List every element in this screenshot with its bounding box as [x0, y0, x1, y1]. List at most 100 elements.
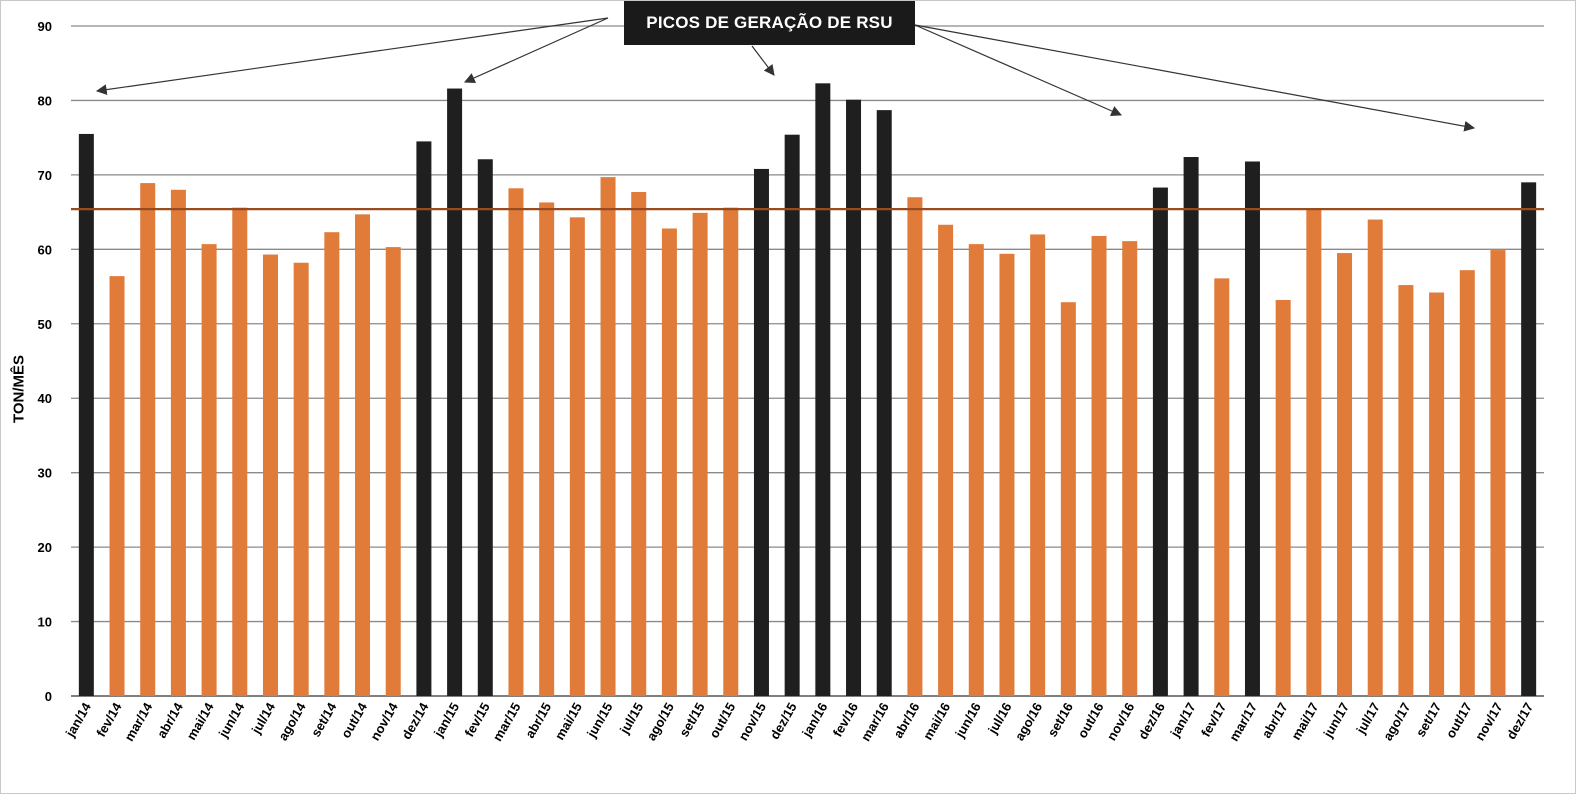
bar: [1214, 278, 1230, 696]
x-tick-label: jun/17: [1320, 700, 1352, 741]
bar: [508, 188, 524, 697]
bar: [1183, 157, 1199, 696]
callout-arrow: [95, 17, 609, 95]
x-tick-label: jun/16: [952, 700, 984, 741]
x-tick-label: out/14: [338, 699, 371, 740]
bar: [1091, 235, 1107, 696]
bar: [416, 141, 432, 696]
x-tick-label: fev/15: [461, 700, 492, 739]
bar: [1275, 299, 1291, 696]
x-tick-label: mai/15: [552, 700, 585, 743]
x-tick-label: dez/16: [1135, 700, 1168, 742]
callout-arrow: [914, 24, 1476, 132]
bar: [938, 224, 954, 696]
y-tick-label: 90: [38, 19, 52, 34]
x-tick-label: mar/15: [490, 700, 524, 744]
bar: [324, 232, 340, 696]
bar: [78, 133, 94, 696]
x-tick-label: out/15: [706, 700, 738, 741]
bar: [1152, 187, 1168, 697]
bar: [999, 253, 1015, 697]
bar: [968, 244, 984, 696]
bar: [1060, 302, 1076, 696]
y-tick-label: 80: [38, 93, 52, 108]
callout-arrow: [751, 45, 775, 76]
bar: [232, 207, 248, 696]
x-tick-label: ago/14: [275, 699, 309, 743]
x-tick-label: jan/14: [62, 699, 94, 740]
x-tick-label: nov/16: [1104, 700, 1138, 743]
bar: [201, 244, 217, 696]
x-tick-label: jan/16: [799, 700, 831, 740]
x-tick-label: fev/14: [93, 699, 125, 739]
bar: [631, 192, 647, 696]
bar: [1306, 208, 1322, 696]
x-tick-label: abr/16: [890, 700, 922, 741]
bar: [293, 262, 309, 696]
bar: [477, 159, 493, 696]
bar: [569, 217, 585, 697]
x-tick-label: jan/17: [1167, 700, 1199, 740]
x-tick-label: set/16: [1045, 700, 1076, 739]
bar: [846, 99, 862, 696]
y-tick-label: 30: [38, 466, 52, 481]
x-tick-label: ago/16: [1012, 700, 1046, 743]
bar: [1459, 270, 1475, 696]
x-tick-label: ago/15: [643, 700, 677, 743]
bar: [1429, 292, 1445, 696]
bar: [907, 197, 923, 696]
bar: [1244, 161, 1260, 696]
callout-arrow: [914, 24, 1122, 117]
x-tick-label: mai/17: [1288, 700, 1321, 743]
y-tick-label: 70: [38, 168, 52, 183]
bar: [1521, 182, 1537, 697]
bar: [539, 202, 555, 696]
bar: [385, 247, 401, 696]
x-tick-label: dez/14: [399, 699, 432, 742]
bar: [661, 228, 677, 696]
x-tick-label: jul/17: [1353, 700, 1383, 737]
x-tick-label: jun/14: [215, 699, 248, 741]
x-tick-label: jul/16: [984, 700, 1014, 737]
y-tick-label: 40: [38, 391, 52, 406]
x-tick-label: mar/16: [858, 700, 892, 744]
y-tick-label: 50: [38, 317, 52, 332]
bar: [876, 110, 892, 697]
bar: [447, 88, 463, 697]
y-tick-label: 60: [38, 242, 52, 257]
bar: [1030, 234, 1046, 696]
bar: [723, 207, 739, 696]
x-tick-label: mar/14: [121, 699, 155, 743]
bar: [1337, 253, 1353, 697]
x-tick-label: set/17: [1413, 700, 1444, 739]
x-tick-label: abr/14: [154, 699, 187, 740]
x-tick-label: set/14: [308, 699, 340, 739]
bar: [1122, 241, 1138, 696]
x-tick-label: fev/16: [830, 700, 861, 739]
x-tick-label: out/17: [1443, 700, 1475, 741]
x-tick-label: mai/14: [183, 699, 217, 742]
bar: [170, 189, 186, 696]
bar: [753, 168, 769, 696]
bar: [1367, 219, 1383, 697]
bar: [784, 134, 800, 696]
x-tick-label: mai/16: [920, 700, 953, 743]
x-tick-label: dez/17: [1503, 700, 1536, 742]
bar: [1490, 250, 1506, 697]
y-axis-label: TON/MÊS: [10, 354, 28, 424]
bar: [355, 214, 371, 696]
x-tick-label: fev/17: [1198, 700, 1229, 739]
bar: [109, 276, 125, 696]
x-tick-label: ago/17: [1380, 700, 1414, 743]
x-tick-label: mar/17: [1226, 700, 1260, 744]
x-tick-label: abr/17: [1259, 700, 1291, 741]
callout-arrow: [464, 17, 609, 83]
x-tick-label: jan/15: [430, 700, 462, 740]
bar: [600, 177, 616, 697]
bar: [140, 183, 156, 697]
x-tick-label: dez/15: [767, 700, 800, 742]
peaks-callout: PICOS DE GERAÇÃO DE RSU: [624, 1, 915, 45]
x-tick-label: nov/15: [735, 700, 769, 743]
y-tick-label: 20: [38, 540, 52, 555]
